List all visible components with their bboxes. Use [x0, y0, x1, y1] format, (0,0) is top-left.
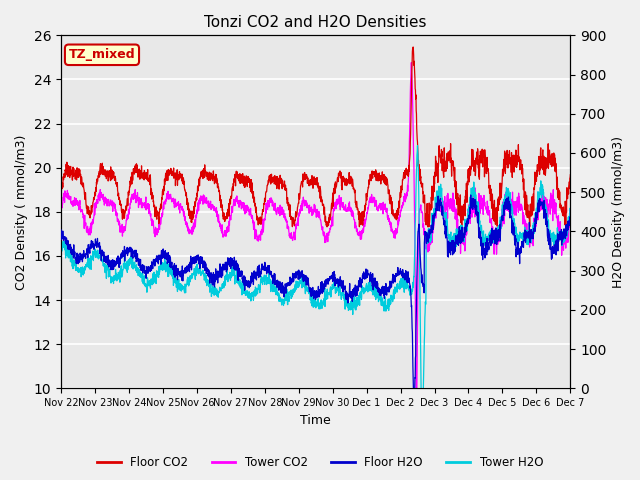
Y-axis label: CO2 Density ( mmol/m3): CO2 Density ( mmol/m3): [15, 134, 28, 289]
Text: TZ_mixed: TZ_mixed: [68, 48, 135, 61]
X-axis label: Time: Time: [300, 414, 331, 427]
Title: Tonzi CO2 and H2O Densities: Tonzi CO2 and H2O Densities: [204, 15, 427, 30]
Legend: Floor CO2, Tower CO2, Floor H2O, Tower H2O: Floor CO2, Tower CO2, Floor H2O, Tower H…: [92, 452, 548, 474]
Y-axis label: H2O Density (mmol/m3): H2O Density (mmol/m3): [612, 136, 625, 288]
